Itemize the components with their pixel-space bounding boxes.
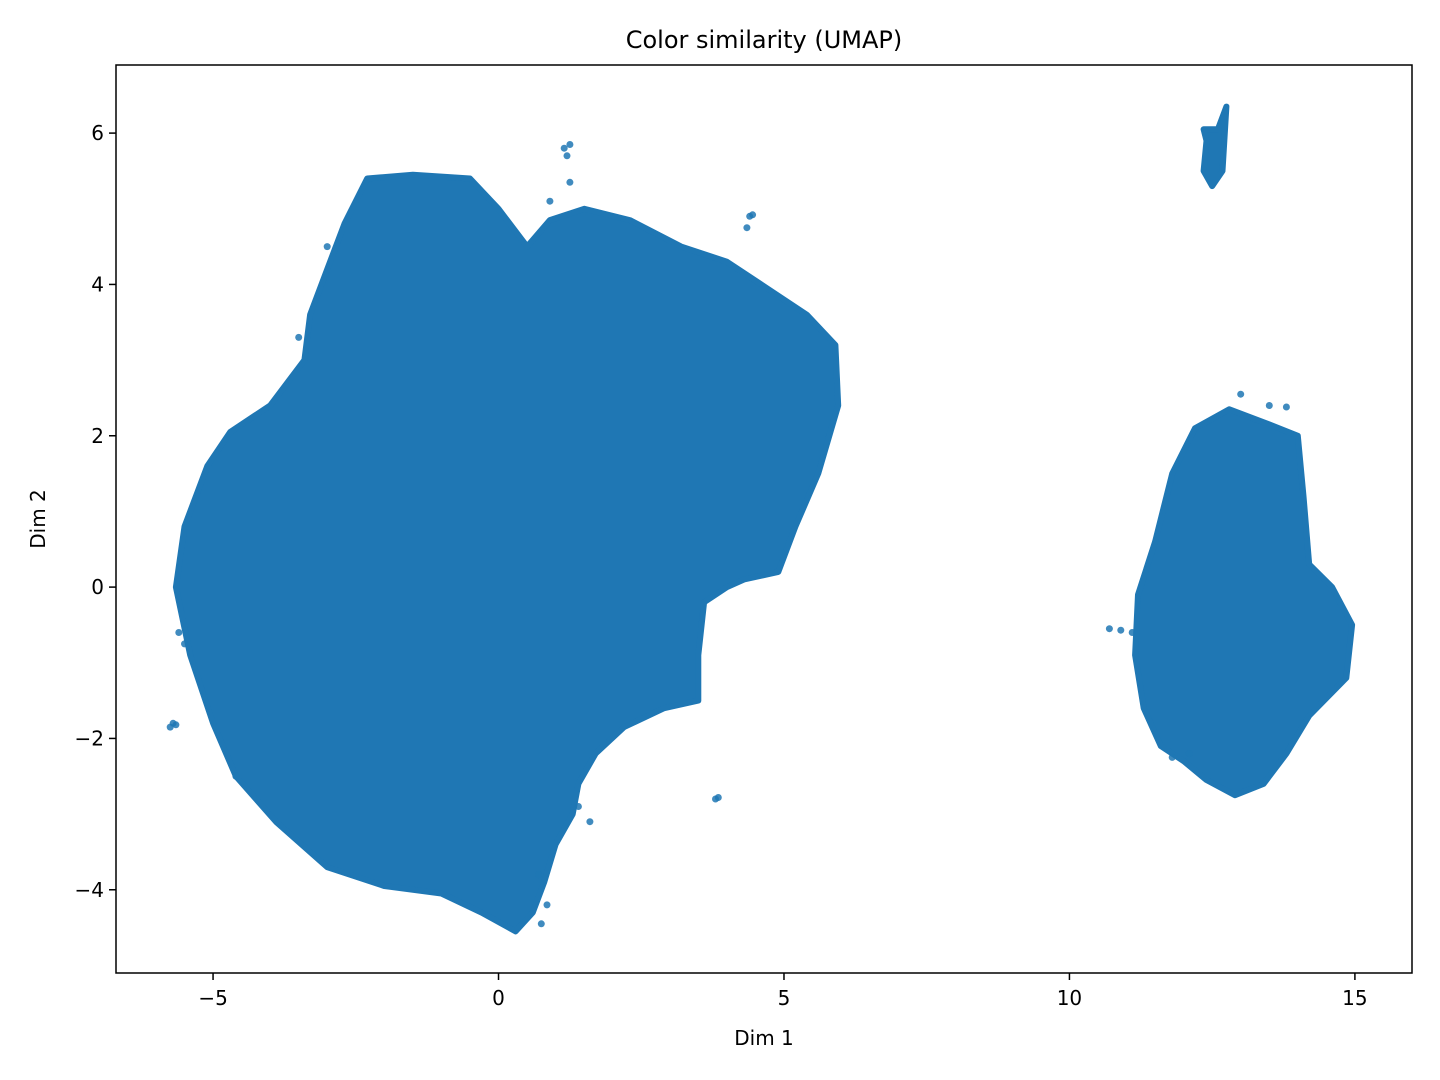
main-cluster: [172, 171, 842, 935]
x-tick-label: 10: [1057, 986, 1082, 1010]
scatter-point: [563, 152, 571, 160]
x-axis-label: Dim 1: [734, 1026, 794, 1050]
scatter-point: [1265, 402, 1273, 409]
y-tick-label: −2: [75, 726, 104, 750]
scatter-point: [232, 772, 240, 780]
point-layer: [166, 141, 1290, 928]
y-axis-ticks: −4 −2 0 2 4 6: [75, 121, 116, 902]
x-axis-ticks: −5 0 5 10 15: [198, 973, 1368, 1010]
scatter-point: [543, 901, 551, 909]
scatter-point: [166, 723, 174, 731]
scatter-point: [537, 920, 545, 928]
scatter-point: [714, 794, 722, 801]
scatter-point: [566, 141, 574, 148]
x-tick-label: 15: [1342, 986, 1367, 1010]
cluster-layer: [172, 103, 1356, 935]
scatter-point: [546, 197, 554, 205]
scatter-point: [1282, 403, 1290, 411]
chart-title: Color similarity (UMAP): [626, 26, 903, 54]
right-cluster: [1132, 406, 1356, 799]
scatter-point: [1128, 629, 1136, 636]
y-tick-label: 2: [91, 424, 104, 448]
scatter-point: [1237, 390, 1245, 398]
scatter-point: [566, 178, 574, 186]
scatter-point: [1105, 625, 1113, 633]
scatter-point: [586, 818, 594, 826]
scatter-point: [560, 144, 568, 152]
scatter-point: [1117, 626, 1125, 634]
y-tick-label: 0: [91, 575, 104, 599]
x-tick-label: −5: [198, 986, 227, 1010]
y-tick-label: 6: [91, 121, 104, 145]
y-tick-label: −4: [75, 878, 104, 902]
scatter-point: [749, 211, 757, 219]
y-axis-label: Dim 2: [26, 489, 50, 549]
scatter-point: [323, 243, 331, 251]
scatter-point: [574, 803, 582, 810]
top-right-cluster: [1200, 103, 1230, 190]
scatter-point: [172, 721, 180, 729]
scatter-point: [175, 629, 183, 636]
scatter-point: [743, 224, 751, 232]
x-tick-label: 0: [492, 986, 505, 1010]
plot-area: [166, 103, 1356, 935]
plot-frame: [115, 64, 1413, 974]
scatter-point: [1185, 750, 1193, 758]
scatter-point: [1168, 753, 1176, 761]
scatter-point: [181, 640, 188, 648]
x-tick-label: 5: [778, 986, 791, 1010]
y-tick-label: 4: [91, 272, 104, 296]
scatter-point: [535, 871, 542, 879]
scatter-point: [295, 333, 303, 341]
